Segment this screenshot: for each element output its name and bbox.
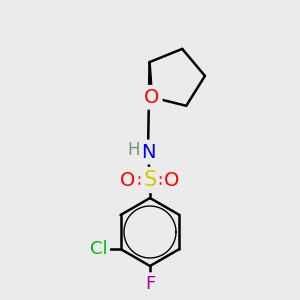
Text: S: S — [143, 170, 157, 190]
Text: H: H — [128, 141, 140, 159]
Text: Cl: Cl — [90, 240, 107, 258]
Text: N: N — [141, 142, 155, 161]
Text: O: O — [120, 170, 136, 190]
Text: O: O — [144, 88, 160, 107]
Text: F: F — [145, 275, 155, 293]
Text: O: O — [164, 170, 180, 190]
